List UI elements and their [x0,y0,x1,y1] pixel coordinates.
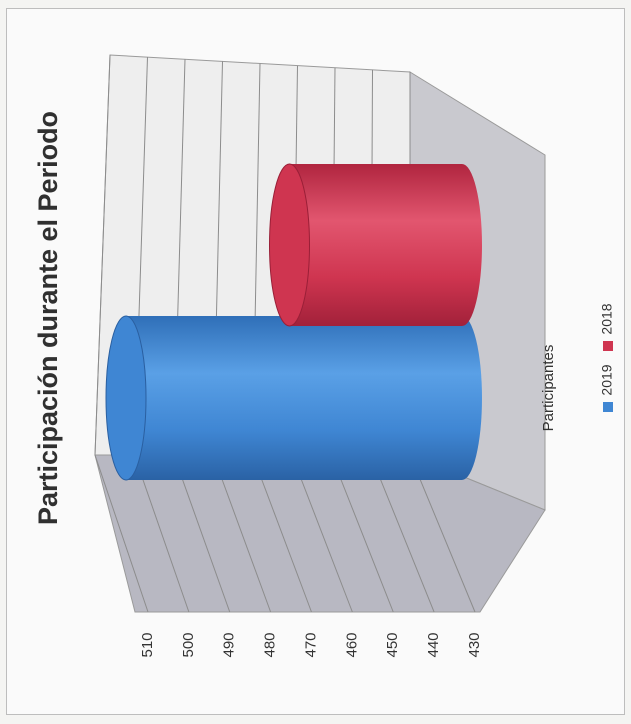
gridline-floor [252,454,312,613]
y-tick-label: 470 [302,632,319,657]
y-tick-label: 510 [139,632,156,657]
gridline-floor [212,454,272,613]
y-tick-label: 490 [221,632,238,657]
legend: 2019 2018 [599,303,615,412]
legend-swatch-2018 [603,341,613,351]
gridline-floor [330,454,394,613]
category-label: Participantes [540,345,557,432]
y-tick-label: 450 [384,632,401,657]
gridline-floor [133,454,190,613]
y-tick-label: 430 [466,632,483,657]
y-tick-label: 500 [180,632,197,657]
bar-2019-body [106,316,482,480]
legend-swatch-2019 [603,402,613,412]
bar-2018-body [269,164,482,326]
bar-2018 [269,163,482,327]
bar-2019-cap [105,315,147,481]
gridline-floor [173,454,231,613]
legend-label-2019: 2019 [599,364,615,395]
bar-2019 [105,315,482,481]
bars [105,163,482,481]
y-tick-label: 460 [343,632,360,657]
gridline-back [94,54,111,456]
y-tick-label: 480 [262,632,279,657]
y-tick-label: 440 [425,632,442,657]
gridline-floor [409,454,476,613]
bar-2018-cap [269,163,310,327]
gridline-floor [94,454,149,613]
gridline-floor [370,454,435,613]
y-axis-ticks: 510 500 490 480 470 460 450 440 430 [139,632,483,657]
gridline-floor [291,454,353,613]
legend-label-2018: 2018 [599,303,615,334]
chart-title: Participación durante el Periodo [33,111,63,525]
